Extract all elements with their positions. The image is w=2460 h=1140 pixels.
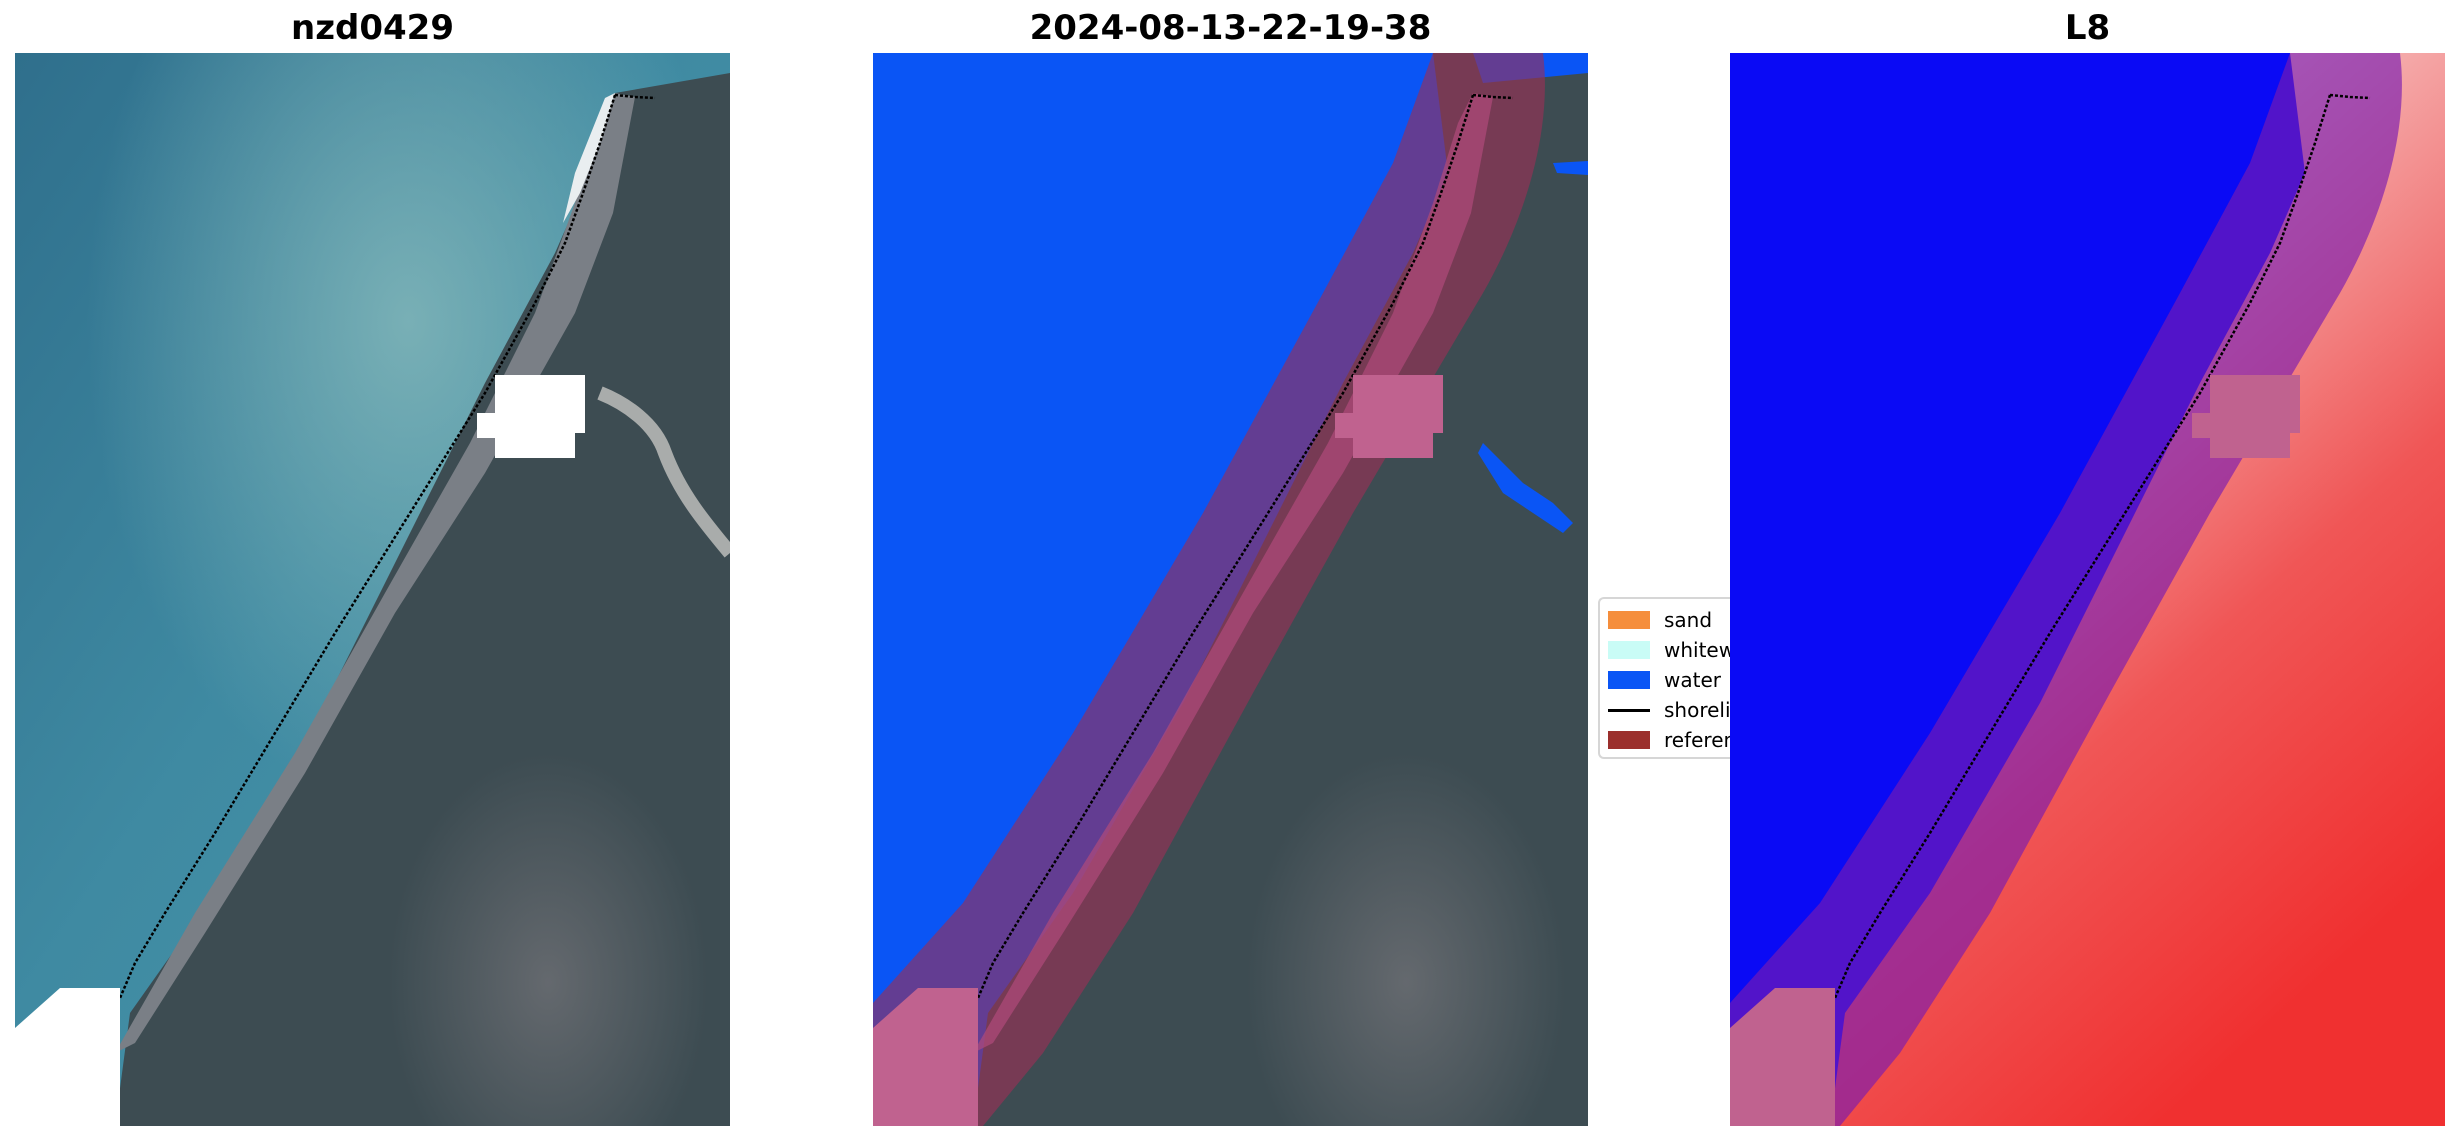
cloud-mask	[1335, 375, 1443, 458]
legend-label: sand	[1664, 608, 1713, 632]
legend-item-reference-buffer: reference shoreline buffer	[1608, 727, 1730, 753]
legend-item-sand: sand	[1608, 607, 1712, 633]
reference-buffer	[873, 53, 1545, 1126]
legend-swatch	[1608, 731, 1650, 749]
shoreline	[1833, 93, 2371, 999]
panel-title-index: L8	[2064, 8, 2111, 48]
cloud-mask	[15, 988, 120, 1126]
cloud-mask	[2192, 375, 2300, 458]
beach-strip	[115, 93, 635, 1053]
legend-line	[1608, 708, 1650, 712]
shoreline	[118, 93, 656, 999]
reference-buffer	[1730, 53, 2402, 1126]
legend-label: shoreline	[1664, 698, 1730, 722]
rgb-satellite-image	[15, 53, 730, 1126]
legend-swatch	[1608, 671, 1650, 689]
legend-item-water: water	[1608, 667, 1721, 693]
rgb-image-panel	[15, 53, 730, 1126]
legend-item-shoreline: shoreline	[1608, 697, 1730, 723]
index-image	[1730, 53, 2445, 1126]
legend-label: reference shoreline buffer	[1664, 728, 1730, 752]
classified-image	[873, 53, 1588, 1126]
index-panel	[1730, 53, 2445, 1126]
cloud-mask	[1730, 988, 1835, 1126]
panel-title-classification: 2024-08-13-22-19-38	[1029, 8, 1432, 48]
legend-swatch	[1608, 641, 1650, 659]
panel-title-rgb: nzd0429	[291, 8, 454, 48]
cloud-mask	[477, 375, 585, 458]
legend-label: water	[1664, 668, 1721, 692]
cloud-mask	[873, 988, 978, 1126]
classification-panel	[873, 53, 1588, 1126]
legend-swatch	[1608, 611, 1650, 629]
shoreline	[976, 93, 1514, 999]
